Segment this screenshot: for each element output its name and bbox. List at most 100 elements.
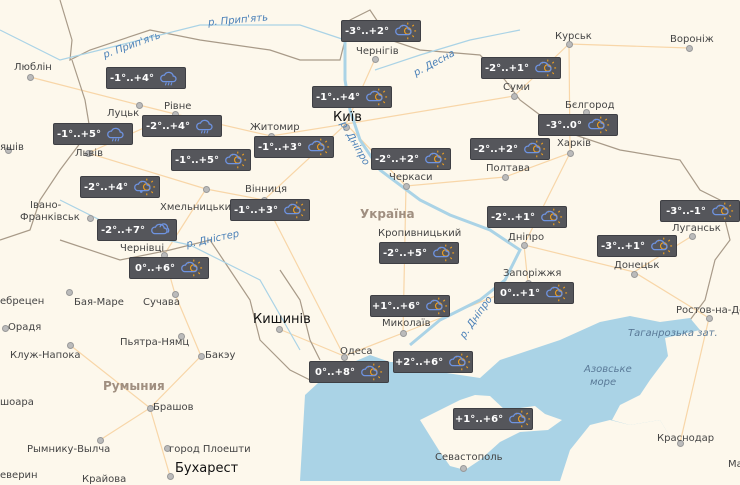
cloudy-icon <box>149 219 173 242</box>
city-dot <box>178 333 185 340</box>
partly-cloudy-icon <box>649 235 673 258</box>
partly-cloudy-icon <box>447 351 471 374</box>
temperature-range: -2°..+4° <box>83 181 129 193</box>
city-dot <box>343 124 350 131</box>
city-label: Рымнику-Вылча <box>27 444 111 455</box>
city-label: Житомир <box>250 122 300 133</box>
partly-cloudy-icon <box>539 206 563 229</box>
forecast-badge[interactable]: -2°..+5° <box>379 242 459 264</box>
temperature-range: +2°..+6° <box>394 356 444 368</box>
city-label: город Плоешти <box>169 444 251 455</box>
city-dot <box>403 183 410 190</box>
forecast-badge[interactable]: -2°..+7° <box>97 219 177 241</box>
city-label: Вінниця <box>245 184 288 195</box>
city-dot <box>400 330 407 337</box>
city-dot <box>203 186 210 193</box>
city-label: Івано- <box>30 200 62 211</box>
forecast-badge[interactable]: -3°..+1° <box>597 235 677 257</box>
forecast-badge[interactable]: -2°..+2° <box>470 138 550 160</box>
city-label: Луганськ <box>672 223 721 234</box>
forecast-badge[interactable]: +2°..+6° <box>393 351 473 373</box>
city-dot <box>276 326 283 333</box>
city-label: Пьятра-Нямц <box>120 337 190 348</box>
forecast-badge[interactable]: -2°..+1° <box>481 57 561 79</box>
city-dot <box>164 445 171 452</box>
forecast-badge[interactable]: -1°..+3° <box>230 199 310 221</box>
temperature-range: -2°..+4° <box>145 120 191 132</box>
forecast-badge[interactable]: -1°..+5° <box>53 123 133 145</box>
city-label: Запоріжжя <box>503 268 562 279</box>
city-label: Чернігів <box>356 46 399 57</box>
partly-cloudy-icon <box>424 295 448 318</box>
temperature-range: -2°..+1° <box>490 211 536 223</box>
rain-icon <box>194 115 218 138</box>
city-label: яшів <box>0 142 24 153</box>
city-dot <box>460 465 467 472</box>
forecast-badge[interactable]: -1°..+4° <box>312 86 392 108</box>
city-label: Курськ <box>555 31 592 42</box>
temperature-range: +1°..+6° <box>454 413 504 425</box>
city-dot <box>27 74 34 81</box>
city-label: Дніпро <box>508 232 545 243</box>
forecast-badge[interactable]: -3°..-1° <box>660 200 740 222</box>
forecast-badge[interactable]: -2°..+4° <box>80 176 160 198</box>
forecast-badge[interactable]: +1°..+6° <box>453 408 533 430</box>
city-label: Бая-Маре <box>74 297 124 308</box>
sea-label: море <box>590 377 617 388</box>
city-label: Бєлгород <box>565 100 615 111</box>
forecast-badge[interactable]: -3°..+2° <box>341 20 421 42</box>
partly-cloudy-icon <box>306 136 330 159</box>
forecast-badge[interactable]: 0°..+1° <box>494 282 574 304</box>
forecast-badge[interactable]: -2°..+1° <box>487 206 567 228</box>
city-label: Львів <box>75 148 103 159</box>
sea-label: Таганрозька зат. <box>628 328 718 339</box>
partly-cloudy-icon <box>533 57 557 80</box>
city-label: Рівне <box>164 101 192 112</box>
partly-cloudy-icon <box>431 242 455 265</box>
forecast-badge[interactable]: -1°..+4° <box>106 67 186 89</box>
forecast-badge[interactable]: 0°..+8° <box>309 361 389 383</box>
city-dot <box>341 354 348 361</box>
city-label: Сучава <box>143 297 180 308</box>
temperature-range: -1°..+4° <box>109 72 155 84</box>
partly-cloudy-icon <box>586 114 610 137</box>
forecast-badge[interactable]: -2°..+4° <box>142 115 222 137</box>
temperature-range: -1°..+5° <box>56 128 102 140</box>
temperature-range: -2°..+2° <box>374 153 420 165</box>
forecast-badge[interactable]: +1°..+6° <box>370 295 450 317</box>
city-label: Люблін <box>14 62 52 73</box>
city-label: Краснодар <box>657 433 715 444</box>
forecast-badge[interactable]: -1°..+3° <box>254 136 334 158</box>
temperature-range: -1°..+3° <box>257 141 303 153</box>
city-dot <box>97 437 104 444</box>
forecast-badge[interactable]: 0°..+6° <box>129 257 209 279</box>
forecast-badge[interactable]: -1°..+5° <box>171 149 251 171</box>
city-dot <box>689 233 696 240</box>
rain-icon <box>105 123 129 146</box>
city-label: Харків <box>557 138 592 149</box>
temperature-range: -1°..+3° <box>233 204 279 216</box>
city-label: Полтава <box>486 163 531 174</box>
borders <box>0 0 731 381</box>
city-label: Орадя <box>8 322 42 333</box>
city-dot <box>198 353 205 360</box>
city-label: Ма <box>728 459 740 470</box>
city-label: Київ <box>333 110 362 125</box>
city-label: Донецьк <box>614 260 660 271</box>
partly-cloudy-icon <box>710 200 734 223</box>
city-label: Брашов <box>153 402 194 413</box>
city-label: еверин <box>0 470 38 481</box>
temperature-range: 0°..+1° <box>500 287 540 299</box>
city-label: Клуж-Напока <box>10 350 81 361</box>
city-dot <box>2 325 9 332</box>
temperature-range: -3°..-1° <box>666 205 706 217</box>
rain-icon <box>158 67 182 90</box>
city-label: Бакэу <box>205 350 236 361</box>
partly-cloudy-icon <box>223 149 247 172</box>
temperature-range: +1°..+6° <box>371 300 421 312</box>
city-label: Крайова <box>82 474 127 485</box>
forecast-badge[interactable]: -2°..+2° <box>371 148 451 170</box>
forecast-badge[interactable]: -3°..0° <box>538 114 618 136</box>
city-dot <box>136 102 143 109</box>
partly-cloudy-icon <box>359 361 383 384</box>
